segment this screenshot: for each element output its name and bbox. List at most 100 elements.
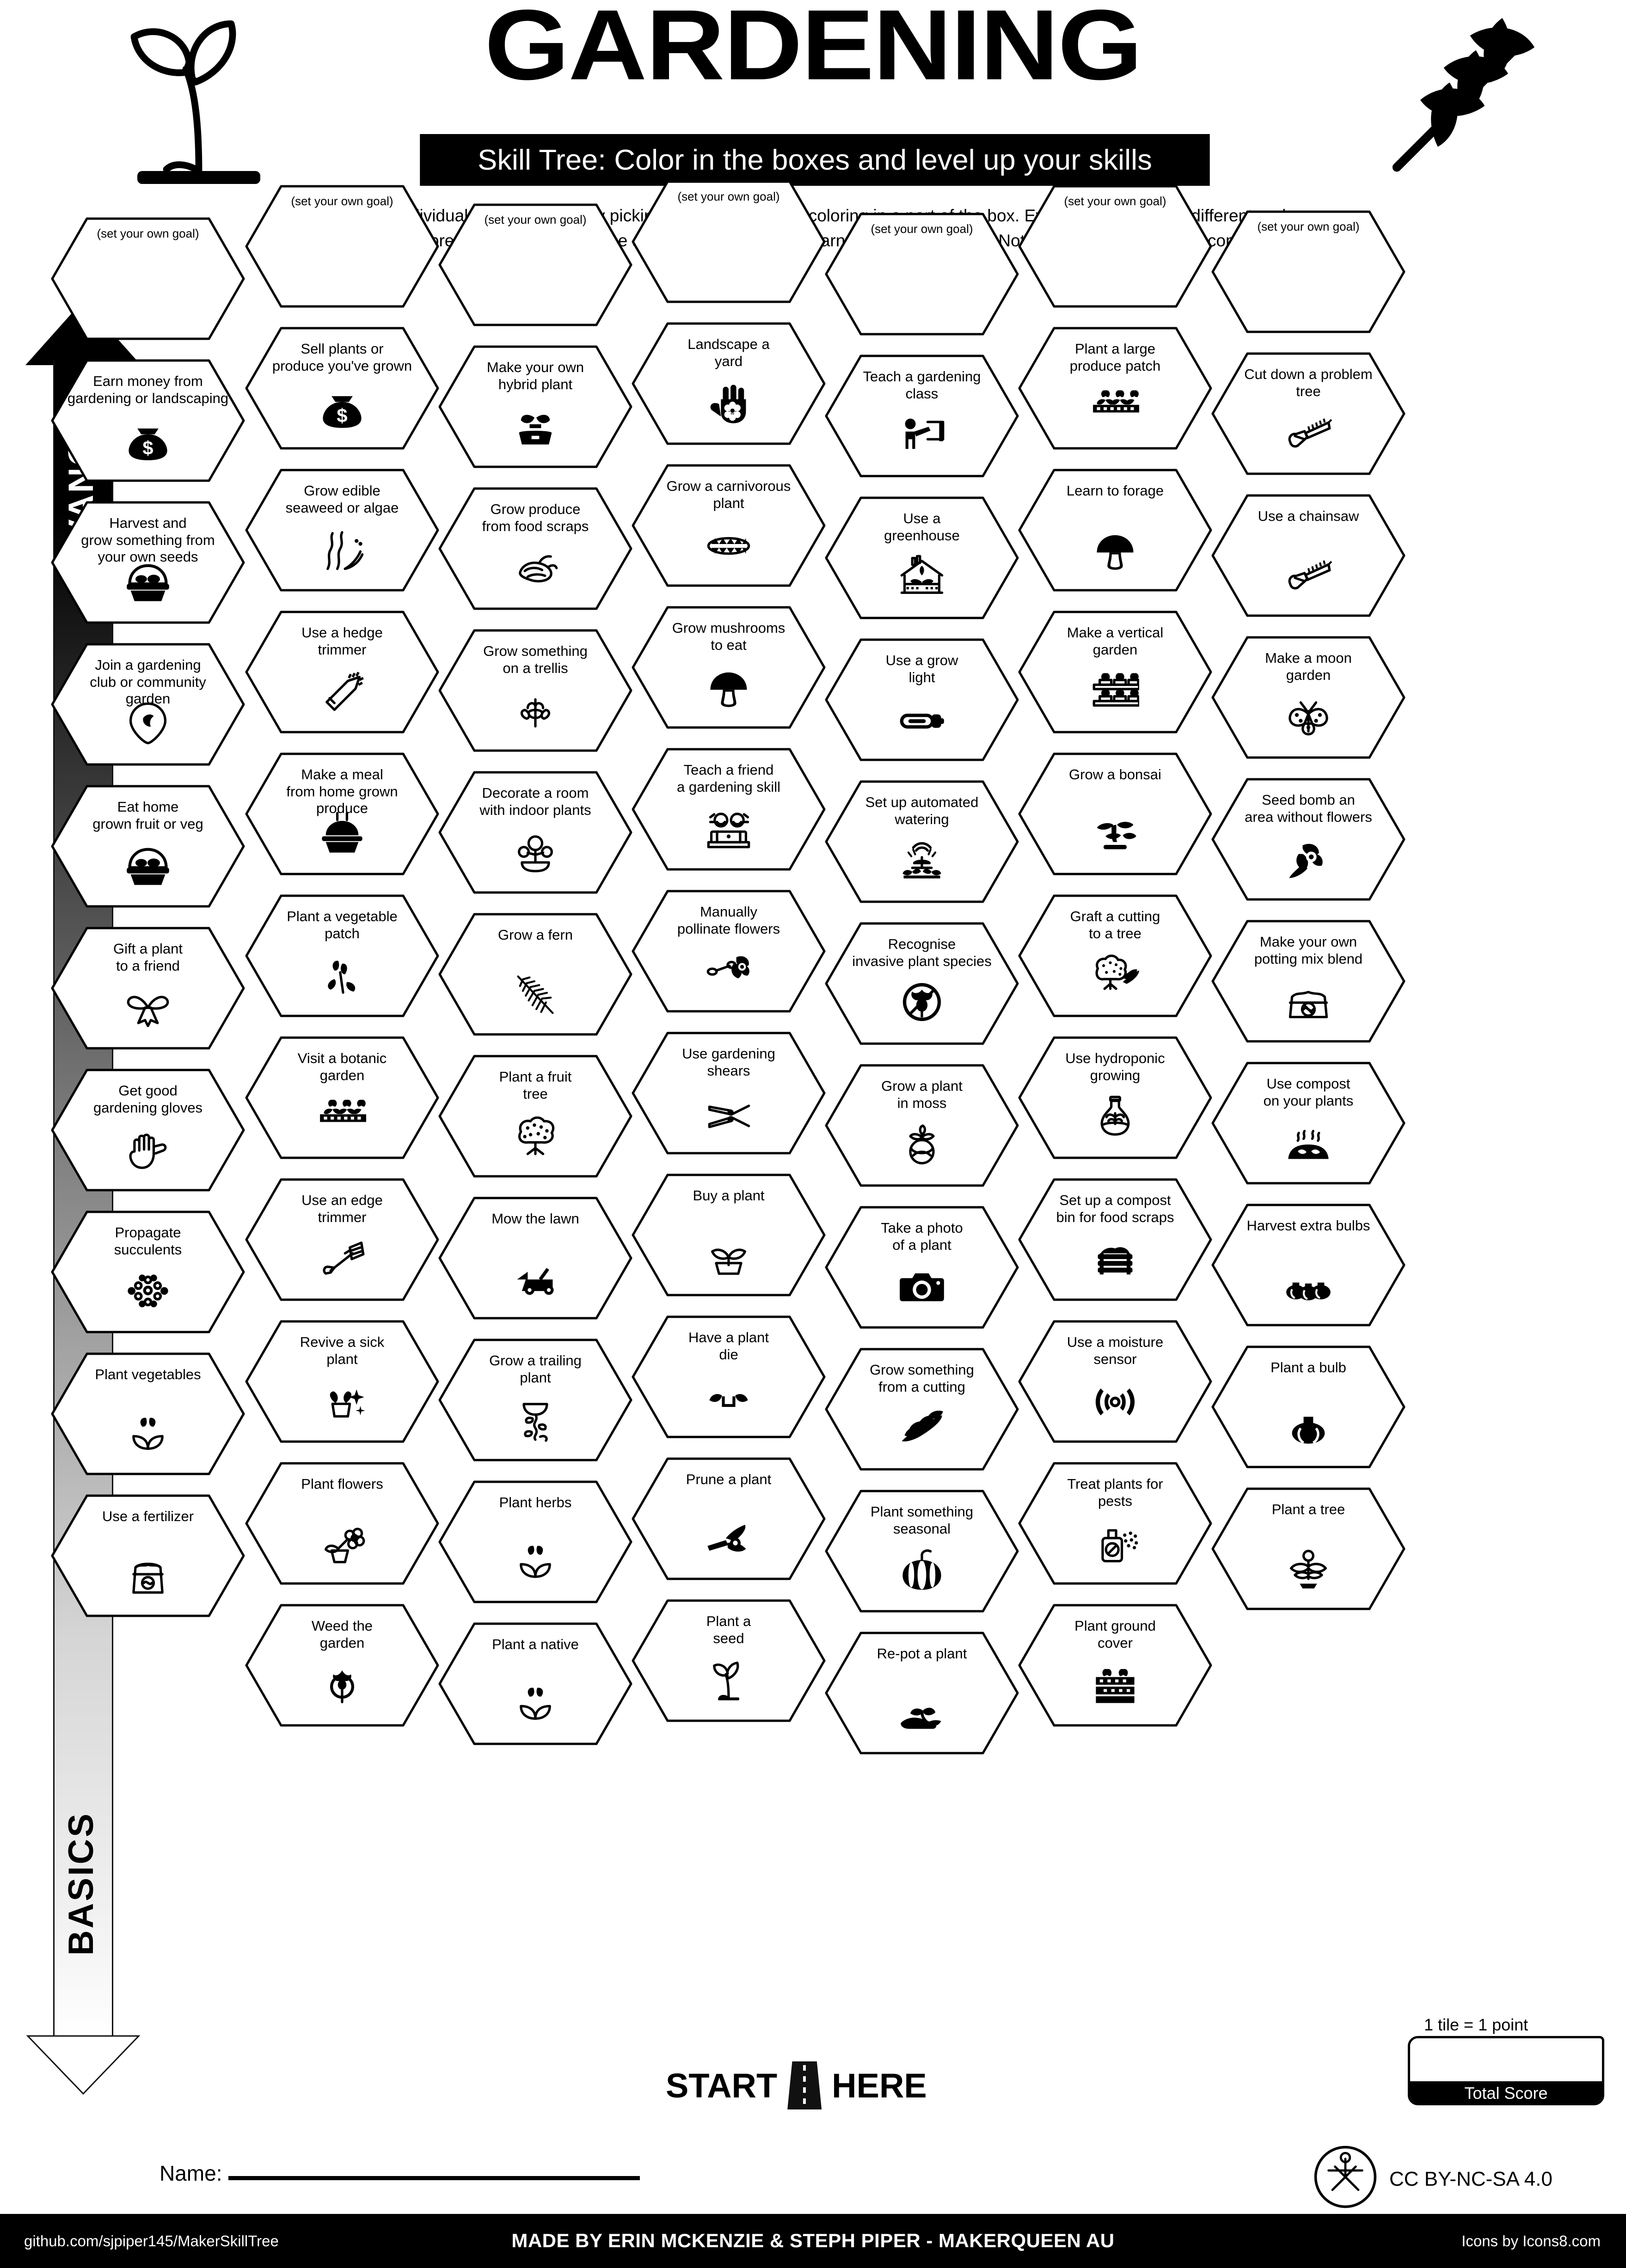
skill-tile[interactable]: Prune a plant — [632, 1457, 826, 1580]
skill-tile[interactable]: Plant a vegetable patch — [245, 894, 439, 1017]
basket-icon — [51, 839, 245, 890]
skill-tile[interactable]: Mow the lawn — [438, 1197, 632, 1320]
moth-icon — [1211, 691, 1405, 741]
name-input-line[interactable] — [228, 2176, 640, 2180]
subtitle-banner: Skill Tree: Color in the boxes and level… — [420, 134, 1210, 186]
skill-tile[interactable]: (set your own goal) — [51, 217, 245, 340]
total-score-value[interactable] — [1410, 2038, 1602, 2081]
skill-tile[interactable]: Weed the garden — [245, 1604, 439, 1727]
skill-tile[interactable]: Use an edge trimmer — [245, 1178, 439, 1301]
skill-tile-label: Weed the garden — [311, 1618, 373, 1651]
skill-tile[interactable]: Plant a fruit tree — [438, 1055, 632, 1178]
hexagon-outline — [1211, 778, 1405, 901]
skill-tile[interactable]: (set your own goal) — [245, 185, 439, 308]
skill-tile[interactable]: Use hydroponic growing — [1018, 1036, 1212, 1159]
skill-tile[interactable]: Use a fertilizer — [51, 1494, 245, 1617]
skill-tile[interactable]: Recognise invasive plant species — [825, 922, 1019, 1045]
skill-tile[interactable]: Have a plant die — [632, 1315, 826, 1438]
hexagon-outline — [632, 1174, 826, 1296]
footer-icon-credit[interactable]: Icons by Icons8.com — [1461, 2232, 1601, 2250]
skill-tile[interactable]: Teach a gardening class — [825, 355, 1019, 477]
skill-tile[interactable]: Teach a friend a gardening skill — [632, 748, 826, 871]
skill-tile[interactable]: Eat home grown fruit or veg — [51, 785, 245, 908]
skill-tile[interactable]: Grow a fern — [438, 913, 632, 1036]
skill-tile[interactable]: Harvest extra bulbs — [1211, 1204, 1405, 1327]
skill-tile[interactable]: Sell plants or produce you've grown $ — [245, 327, 439, 450]
skill-tile[interactable]: Plant something seasonal — [825, 1490, 1019, 1613]
skill-tile[interactable]: Plant a bulb — [1211, 1345, 1405, 1468]
skill-tile[interactable]: Plant a native — [438, 1622, 632, 1745]
skill-tile-label: (set your own goal) — [1257, 220, 1360, 233]
footer-repo-link[interactable]: github.com/sjpiper145/MakerSkillTree — [24, 2232, 279, 2250]
skill-tile[interactable]: Grow produce from food scraps — [438, 487, 632, 610]
sprout-leaves-icon — [438, 1535, 632, 1586]
skill-tile[interactable]: Make a moon garden — [1211, 636, 1405, 759]
skill-tile[interactable]: Re-pot a plant — [825, 1632, 1019, 1754]
skill-tile[interactable]: Seed bomb an area without flowers — [1211, 778, 1405, 901]
axis-gradient-bar — [53, 361, 113, 2038]
skill-tile[interactable]: Make your own hybrid plant — [438, 345, 632, 468]
skill-tile[interactable]: Cut down a problem tree — [1211, 352, 1405, 475]
skill-tile[interactable]: Plant a large produce patch — [1018, 327, 1212, 450]
skill-tile[interactable]: Set up automated watering — [825, 780, 1019, 903]
skill-tile[interactable]: (set your own goal) — [1018, 185, 1212, 308]
license-text: CC BY-NC-SA 4.0 — [1389, 2168, 1552, 2190]
gloves-icon — [51, 1123, 245, 1174]
skill-tile[interactable]: (set your own goal) — [438, 203, 632, 326]
skill-tile[interactable]: Plant a tree — [1211, 1487, 1405, 1610]
name-label: Name: — [160, 2161, 222, 2185]
skill-tile[interactable]: Plant vegetables — [51, 1352, 245, 1475]
skill-tile[interactable]: Grow something on a trellis — [438, 629, 632, 752]
skill-tile[interactable]: Manually pollinate flowers — [632, 890, 826, 1013]
skill-tile[interactable]: Use a greenhouse — [825, 496, 1019, 619]
skill-tile[interactable]: Graft a cutting to a tree — [1018, 894, 1212, 1017]
skill-tile[interactable]: Use a moisture sensor — [1018, 1320, 1212, 1443]
skill-tile[interactable]: Make a meal from home grown produce — [245, 752, 439, 875]
skill-tile[interactable]: Landscape a yard — [632, 322, 826, 445]
skill-tile[interactable]: Grow a trailing plant — [438, 1339, 632, 1461]
skill-tile[interactable]: Decorate a room with indoor plants — [438, 771, 632, 894]
skill-tile[interactable]: Take a photo of a plant — [825, 1206, 1019, 1329]
skill-tile[interactable]: (set your own goal) — [632, 180, 826, 303]
skill-tile[interactable]: Use gardening shears — [632, 1032, 826, 1155]
skill-tile[interactable]: Use compost on your plants — [1211, 1062, 1405, 1185]
skill-tile[interactable]: Use a grow light — [825, 638, 1019, 761]
skill-tile[interactable]: Use a hedge trimmer — [245, 611, 439, 734]
skill-tile[interactable]: Revive a sick plant — [245, 1320, 439, 1443]
skill-tile[interactable]: Plant herbs — [438, 1480, 632, 1603]
skill-tile[interactable]: Grow a plant in moss — [825, 1064, 1019, 1187]
trailing-plant-icon — [438, 1393, 632, 1444]
skill-tile[interactable]: Propagate succulents — [51, 1210, 245, 1333]
total-score-box[interactable]: Total Score — [1408, 2036, 1604, 2105]
skill-tile[interactable]: Plant flowers — [245, 1462, 439, 1585]
skill-tile[interactable]: Harvest and grow something from your own s… — [51, 501, 245, 624]
potted-plant-icon — [632, 1228, 826, 1279]
skill-tile[interactable]: Visit a botanic garden — [245, 1036, 439, 1159]
skill-tile[interactable]: Buy a plant — [632, 1174, 826, 1296]
skill-tile[interactable]: Treat plants for pests — [1018, 1462, 1212, 1585]
skill-tile[interactable]: Grow mushrooms to eat — [632, 606, 826, 729]
skill-tile[interactable]: (set your own goal) — [825, 213, 1019, 336]
skill-tile[interactable]: Grow edible seaweed or algae — [245, 469, 439, 592]
skill-tile[interactable]: Join a gardening club or community garden — [51, 643, 245, 766]
skill-tile[interactable]: Earn money from gardening or landscaping $ — [51, 359, 245, 482]
pumpkin-icon — [825, 1544, 1019, 1595]
skill-tile[interactable]: Make your own potting mix blend — [1211, 920, 1405, 1043]
skill-tile-label: Decorate a room with indoor plants — [479, 785, 591, 818]
skill-tile[interactable]: Grow something from a cutting — [825, 1348, 1019, 1471]
hexagon-outline — [245, 1604, 439, 1727]
skill-tile[interactable]: Set up a compost bin for food scraps — [1018, 1178, 1212, 1301]
skill-tile[interactable]: Get good gardening gloves — [51, 1069, 245, 1192]
skill-tile[interactable]: Gift a plant to a friend — [51, 927, 245, 1050]
skill-tile[interactable]: Use a chainsaw — [1211, 494, 1405, 617]
skill-tile[interactable]: Learn to forage — [1018, 469, 1212, 592]
skill-tile[interactable]: (set your own goal) — [1211, 210, 1405, 333]
skill-tile[interactable]: Plant a seed — [632, 1599, 826, 1722]
skill-tile[interactable]: Make a vertical garden — [1018, 611, 1212, 734]
skill-tile[interactable]: Grow a bonsai — [1018, 752, 1212, 875]
name-field[interactable]: Name: — [160, 2161, 640, 2186]
skill-tile[interactable]: Grow a carnivorous plant — [632, 464, 826, 587]
flower-sprig-icon — [245, 949, 439, 1000]
skill-tile[interactable]: Plant ground cover — [1018, 1604, 1212, 1727]
hexagon-outline — [438, 1480, 632, 1603]
